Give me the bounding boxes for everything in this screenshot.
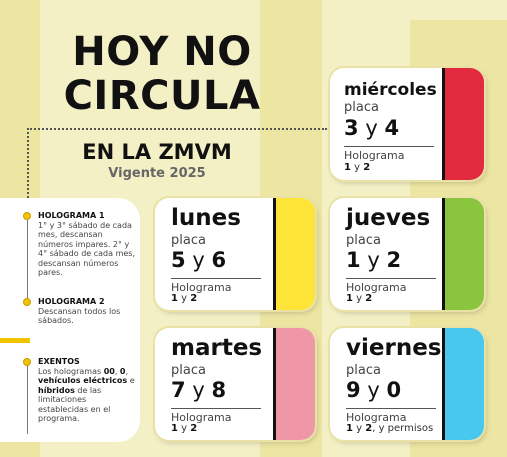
note-text: , [114, 366, 120, 376]
card-day: martes [171, 335, 263, 361]
card-plate-digits: 9 y 0 [346, 378, 402, 402]
card-martes: martes placa 7 y 8 Holograma 1 y 2 [155, 328, 315, 440]
card-color-stripe [442, 198, 484, 310]
card-holograma-values: 1 y 2 [171, 293, 198, 304]
note-text: de las limitaciones establecidas en el p… [38, 385, 111, 424]
title-line-1: HOY NO [72, 29, 252, 75]
card-color-stripe [273, 328, 315, 440]
card-day: jueves [346, 205, 431, 231]
card-color-stripe [273, 198, 315, 310]
card-placa-label: placa [346, 363, 381, 378]
timeline-line [27, 364, 28, 434]
card-color-stripe [442, 328, 484, 440]
note-bold: vehículos eléctricos [38, 376, 128, 385]
card-viernes: viernes placa 9 y 0 Holograma 1 y 2, y p… [330, 328, 484, 440]
note-heading: HOLOGRAMA 1 [38, 211, 105, 220]
note-heading: HOLOGRAMA 2 [38, 297, 105, 306]
card-placa-label: placa [344, 100, 379, 115]
card-separator [171, 278, 261, 279]
card-day: viernes [346, 335, 442, 361]
note-holograma-2: HOLOGRAMA 2 Descansan todos los sábados. [38, 297, 136, 326]
card-day: lunes [171, 205, 241, 231]
note-text: 1° y 3° sábado de cada mes, descansan nú… [38, 220, 132, 249]
card-holograma-label: Holograma [346, 411, 407, 424]
subtitle: EN LA ZMVM [82, 140, 232, 164]
note-bold: híbridos [38, 385, 75, 395]
card-separator [346, 408, 436, 409]
card-separator [346, 278, 436, 279]
note-text: 2° y 4° sábado de cada mes, descansan nú… [38, 239, 135, 278]
card-holograma-label: Holograma [171, 411, 232, 424]
card-separator [171, 408, 261, 409]
card-holograma-values: 1 y 2 [344, 162, 371, 173]
timeline-dot [23, 212, 31, 220]
note-bold: 00 [103, 366, 115, 376]
card-holograma-label: Holograma [344, 149, 405, 162]
card-holograma-label: Holograma [171, 281, 232, 294]
card-holograma-label: Holograma [346, 281, 407, 294]
note-text: Los hologramas [38, 366, 104, 376]
note-heading: EXENTOS [38, 357, 80, 366]
timeline-line [27, 220, 28, 304]
card-color-stripe [442, 68, 484, 180]
note-text: e [127, 376, 135, 385]
card-plate-digits: 5 y 6 [171, 248, 227, 272]
card-holograma-values: 1 y 2, y permisos [346, 423, 434, 434]
note-text: , [125, 366, 129, 376]
validity-label: Vigente 2025 [108, 166, 206, 181]
note-bold: 0 [119, 366, 126, 376]
accent-bar [0, 338, 30, 343]
card-placa-label: placa [171, 233, 206, 248]
dotted-connector [27, 128, 29, 214]
card-plate-digits: 1 y 2 [346, 248, 402, 272]
card-holograma-values: 1 y 2 [346, 293, 373, 304]
timeline-dot [23, 298, 31, 306]
info-panel [0, 198, 140, 442]
card-miercoles: miércoles placa 3 y 4 Holograma 1 y 2 [330, 68, 484, 180]
card-plate-digits: 7 y 8 [171, 378, 227, 402]
page-title: HOY NO CIRCULA [42, 30, 282, 118]
note-exentos: EXENTOS Los hologramas 00, 0, vehículos … [38, 357, 136, 424]
card-plate-digits: 3 y 4 [344, 116, 400, 140]
title-line-2: CIRCULA [63, 73, 261, 119]
card-lunes: lunes placa 5 y 6 Holograma 1 y 2 [155, 198, 315, 310]
note-text: Descansan todos los sábados. [38, 306, 121, 326]
timeline-dot [23, 358, 31, 366]
card-placa-label: placa [171, 363, 206, 378]
card-holograma-values: 1 y 2 [171, 423, 198, 434]
card-jueves: jueves placa 1 y 2 Holograma 1 y 2 [330, 198, 484, 310]
card-day: miércoles [344, 80, 437, 100]
card-placa-label: placa [346, 233, 381, 248]
note-holograma-1: HOLOGRAMA 1 1° y 3° sábado de cada mes, … [38, 211, 136, 278]
card-separator [344, 146, 434, 147]
dotted-divider [27, 128, 327, 130]
